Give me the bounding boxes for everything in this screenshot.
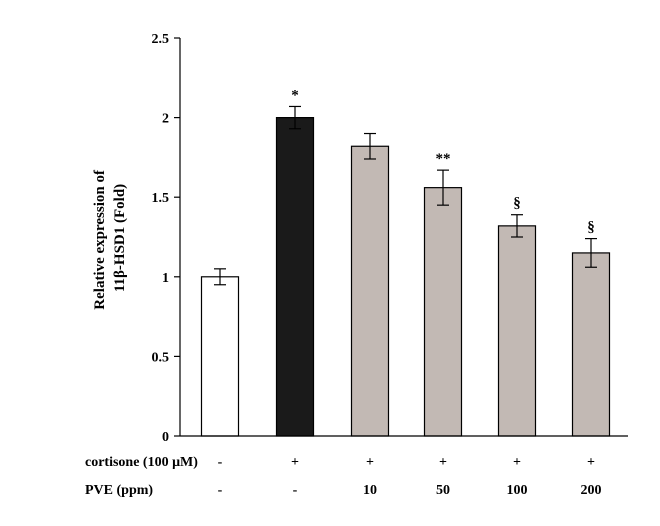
condition-value-2-3: 10: [363, 483, 377, 498]
condition-value-2-6: 200: [581, 483, 602, 498]
condition-value-2-1: -: [218, 483, 223, 498]
bar-4: [423, 187, 463, 437]
y-axis-label-line-1: Relative expression of: [92, 169, 108, 310]
y-tick-label-1: 0.5: [152, 350, 170, 365]
condition-value-2-2: -: [293, 483, 298, 498]
condition-value-1-2: +: [291, 455, 299, 470]
y-tick-label-0: 0: [162, 430, 169, 445]
condition-value-2-4: 50: [436, 483, 450, 498]
bar-5: [497, 225, 537, 437]
condition-value-1-5: +: [513, 455, 521, 470]
condition-value-1-1: -: [218, 455, 223, 470]
significance-mark-4: **: [436, 151, 451, 167]
y-axis-label-line-2: 11β-HSD1 (Fold): [112, 184, 128, 292]
axes: [179, 38, 628, 437]
significance-mark-2: *: [291, 87, 299, 103]
bar-1: [200, 276, 240, 437]
significance-mark-5: §: [513, 196, 521, 212]
condition-value-2-5: 100: [507, 483, 528, 498]
bar-6: [571, 252, 611, 437]
bar-group: ***§§: [200, 87, 611, 437]
y-tick-label-5: 2.5: [152, 32, 170, 47]
condition-label-1: cortisone (100 μM): [85, 455, 198, 470]
bar-3: [350, 145, 390, 437]
condition-value-1-3: +: [366, 455, 374, 470]
y-axis-label: Relative expression of 11β-HSD1 (Fold): [92, 166, 128, 309]
condition-label-2: PVE (ppm): [85, 483, 153, 498]
y-tick-label-3: 1.5: [152, 191, 170, 206]
y-tick-label-2: 1: [162, 271, 169, 286]
condition-table: cortisone (100 μM) - + + + + + PVE (ppm) - - 10 50 1…: [85, 455, 602, 498]
bar-2: [275, 116, 315, 437]
y-tick-label-4: 2: [162, 112, 169, 127]
y-tick-group: 0 0.5 1 1.5 2 2.5: [152, 32, 180, 445]
condition-value-1-6: +: [587, 455, 595, 470]
significance-mark-6: §: [587, 220, 595, 236]
condition-value-1-4: +: [439, 455, 447, 470]
